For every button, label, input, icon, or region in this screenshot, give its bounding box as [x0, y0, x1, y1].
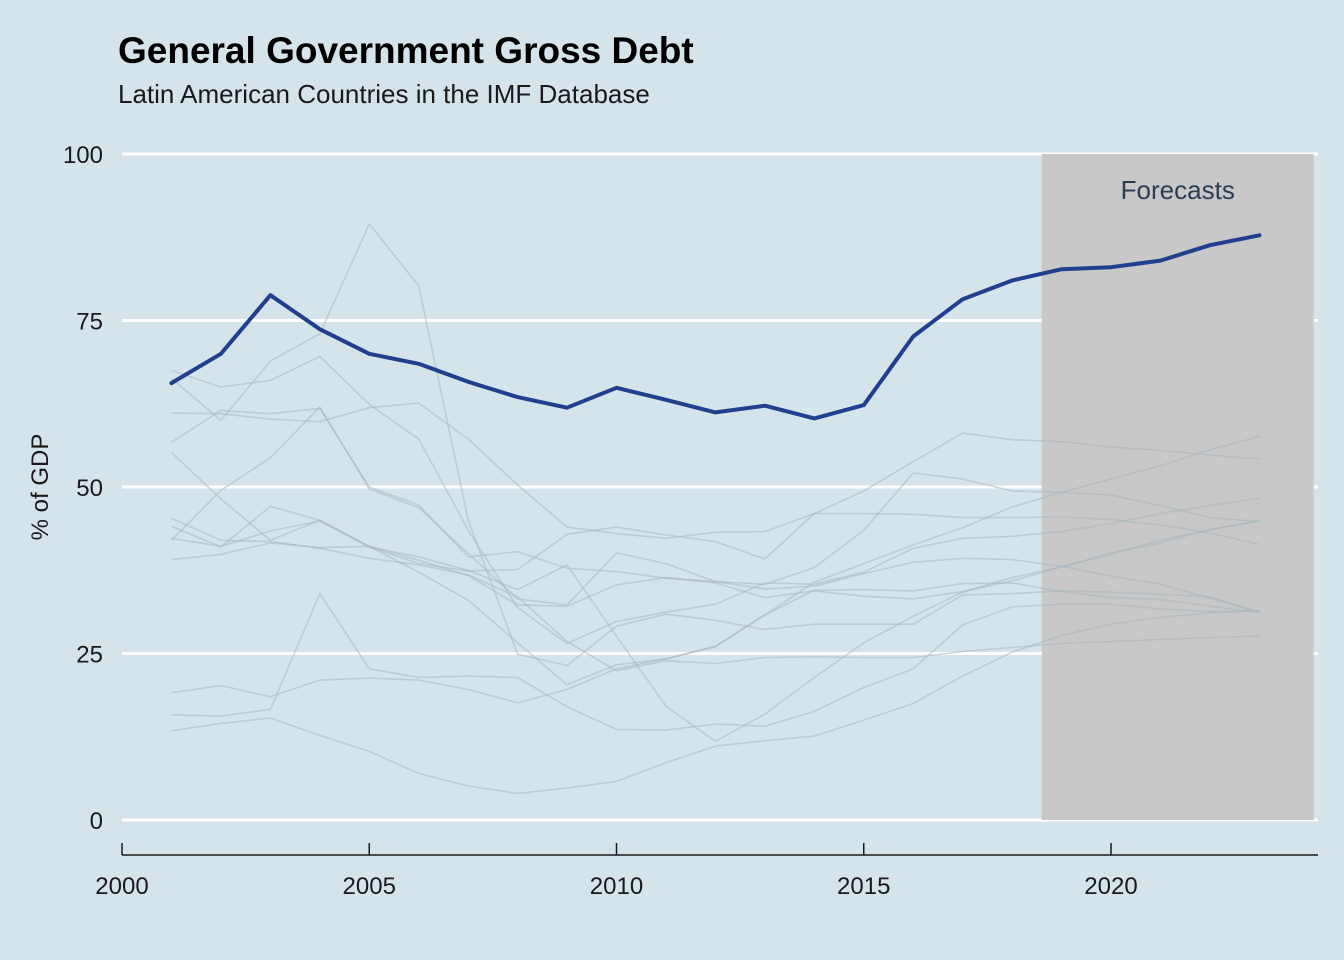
series-lines: [170, 223, 1260, 795]
x-tick-label: 2020: [1084, 873, 1137, 900]
series-line: [171, 520, 1260, 607]
y-axis: 0 25 50 75 100: [63, 142, 103, 835]
x-tick-label: 2010: [590, 873, 643, 900]
highlight-series: [169, 233, 1262, 421]
y-tick-label: 75: [76, 309, 103, 336]
y-tick-label: 50: [76, 475, 103, 502]
y-tick-label: 0: [90, 808, 103, 835]
x-tick-label: 2000: [95, 873, 148, 900]
y-tick-label: 100: [63, 142, 103, 169]
y-axis-title: % of GDP: [27, 434, 54, 541]
series-line: [170, 223, 1260, 667]
x-tick-label: 2005: [343, 873, 396, 900]
series-line: [171, 517, 1260, 672]
x-axis: 2000 2005 2010 2015 2020: [95, 843, 1318, 900]
highlight-line: [169, 233, 1262, 421]
x-tick-label: 2015: [837, 873, 890, 900]
series-line: [171, 610, 1260, 795]
series-line: [171, 592, 1260, 731]
series-line: [170, 406, 1260, 613]
series-line: [171, 402, 1260, 540]
chart-subtitle: Latin American Countries in the IMF Data…: [118, 79, 650, 109]
forecast-region: [1041, 154, 1314, 820]
series-line: [171, 355, 1260, 645]
y-tick-label: 25: [76, 642, 103, 669]
forecast-label: Forecasts: [1121, 175, 1235, 205]
series-line: [171, 582, 1260, 704]
chart-title: General Government Gross Debt: [118, 30, 694, 71]
